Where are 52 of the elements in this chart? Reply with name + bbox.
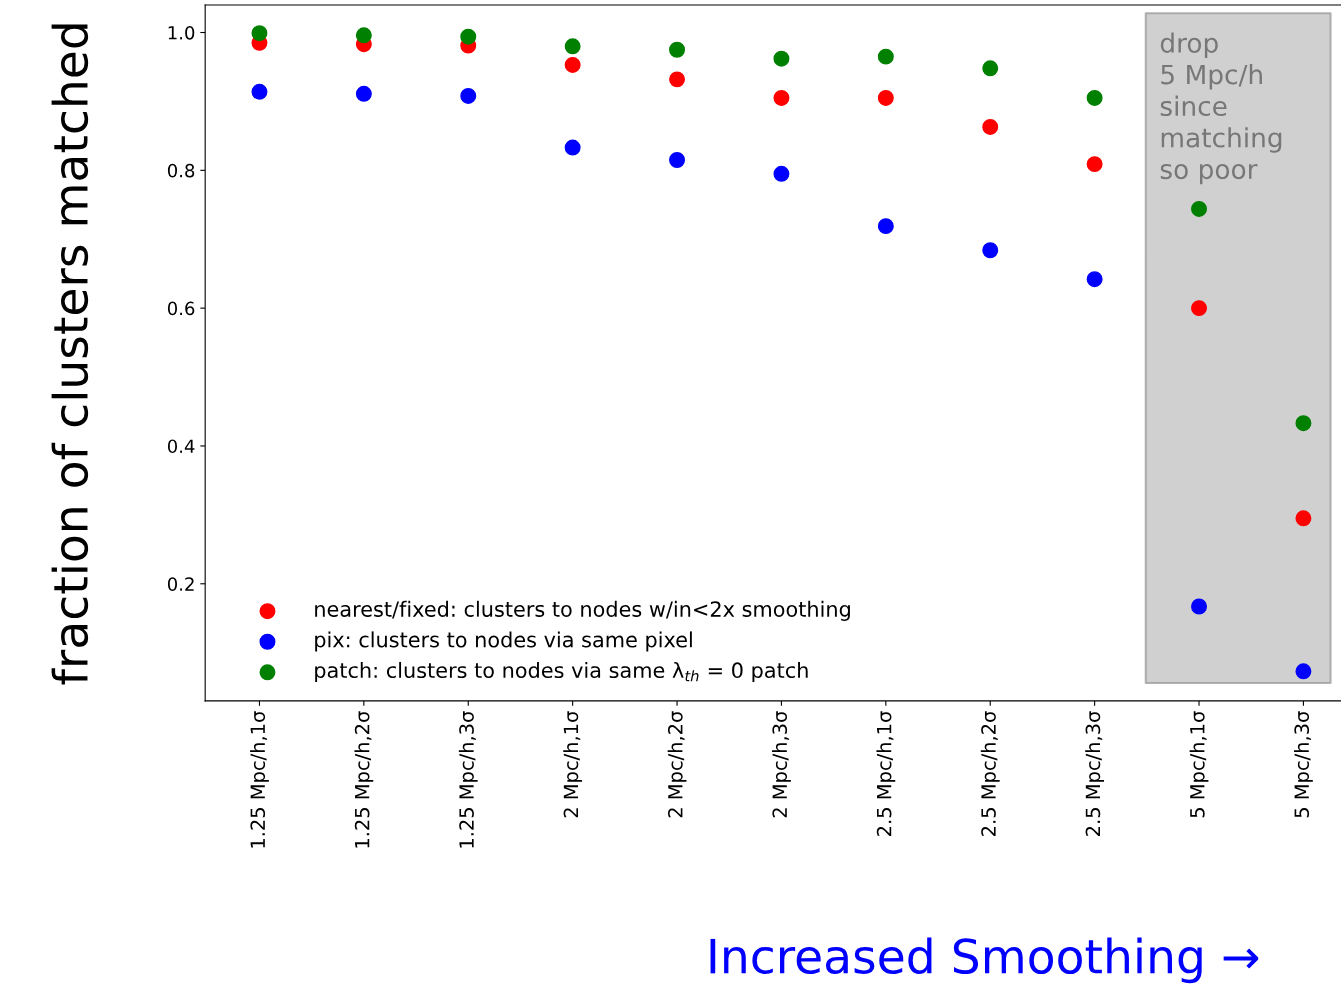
point <box>355 27 372 44</box>
x-tick-label: 1.25 Mpc/h,3σ <box>458 711 478 848</box>
x-tick-label: 2.5 Mpc/h,1σ <box>876 711 896 836</box>
y-tick-label: 0.8 <box>167 163 195 178</box>
band-label: drop 5 Mpc/h since matching so poor <box>1160 32 1282 185</box>
point <box>773 50 790 67</box>
point <box>1295 663 1312 680</box>
x-tick-label: 2 Mpc/h,3σ <box>772 711 791 818</box>
point <box>460 87 477 104</box>
point <box>1086 271 1103 288</box>
legend-label: pix: clusters to nodes via same pixel <box>315 631 692 652</box>
point <box>877 48 894 65</box>
x-tick-label: 1.25 Mpc/h,2σ <box>354 711 374 848</box>
point <box>1191 200 1208 217</box>
point <box>669 41 686 58</box>
point <box>564 139 581 156</box>
point <box>877 89 894 106</box>
point <box>1086 89 1103 106</box>
y-axis-title: fraction of clusters matched <box>51 24 89 685</box>
point <box>773 89 790 106</box>
point <box>669 152 686 168</box>
x-tick-label: 2.5 Mpc/h,2σ <box>980 711 1000 836</box>
point <box>564 38 581 55</box>
point <box>1295 415 1312 432</box>
point <box>1191 300 1208 317</box>
legend-label: nearest/fixed: clusters to nodes w/in<2x smoothing <box>315 600 850 621</box>
x-tick-label: 5 Mpc/h,1σ <box>1189 711 1209 818</box>
x-tick-label: 2 Mpc/h,2σ <box>667 711 687 818</box>
point <box>982 242 999 259</box>
x-tick-label: 2 Mpc/h,1σ <box>563 711 583 818</box>
point <box>251 83 268 100</box>
x-axis-title: Increased Smoothing → <box>710 937 1259 984</box>
x-tick-label: 2.5 Mpc/h,3σ <box>1085 711 1105 836</box>
point <box>564 56 581 73</box>
point <box>877 218 894 235</box>
y-tick-label: 0.6 <box>167 301 195 316</box>
x-tick-label: 1.25 Mpc/h,1σ <box>250 711 269 848</box>
y-tick-label: 0.2 <box>167 577 194 591</box>
y-tick-label: 1.0 <box>168 25 195 40</box>
point <box>982 118 999 135</box>
legend-label: patch: clusters to nodes via same λ$_{th}$ = 0 patch <box>315 661 808 683</box>
point <box>669 71 686 88</box>
point <box>355 85 372 102</box>
point <box>460 28 477 45</box>
point <box>982 60 999 77</box>
x-tick-label: 5 Mpc/h,3σ <box>1294 711 1313 818</box>
point <box>1191 598 1208 615</box>
point <box>1086 156 1103 173</box>
point <box>251 25 268 42</box>
point <box>773 165 790 182</box>
point <box>1295 510 1312 527</box>
y-tick-label: 0.4 <box>167 439 195 454</box>
